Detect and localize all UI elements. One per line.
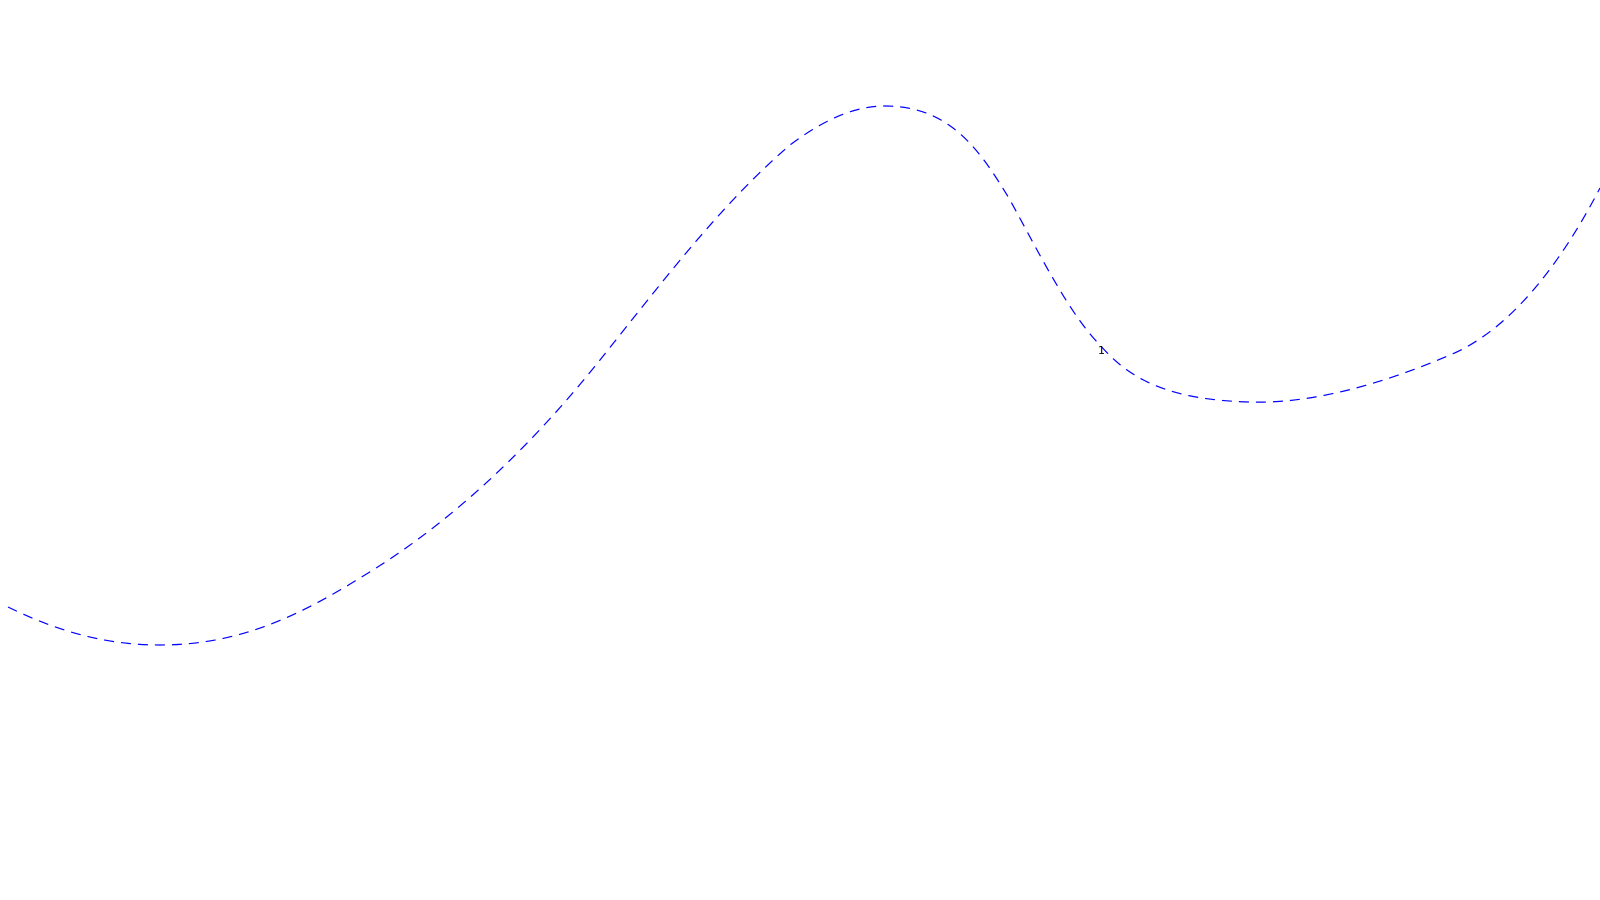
- dashed-curve: [7, 105, 1600, 646]
- curve-label: 1: [1098, 344, 1105, 357]
